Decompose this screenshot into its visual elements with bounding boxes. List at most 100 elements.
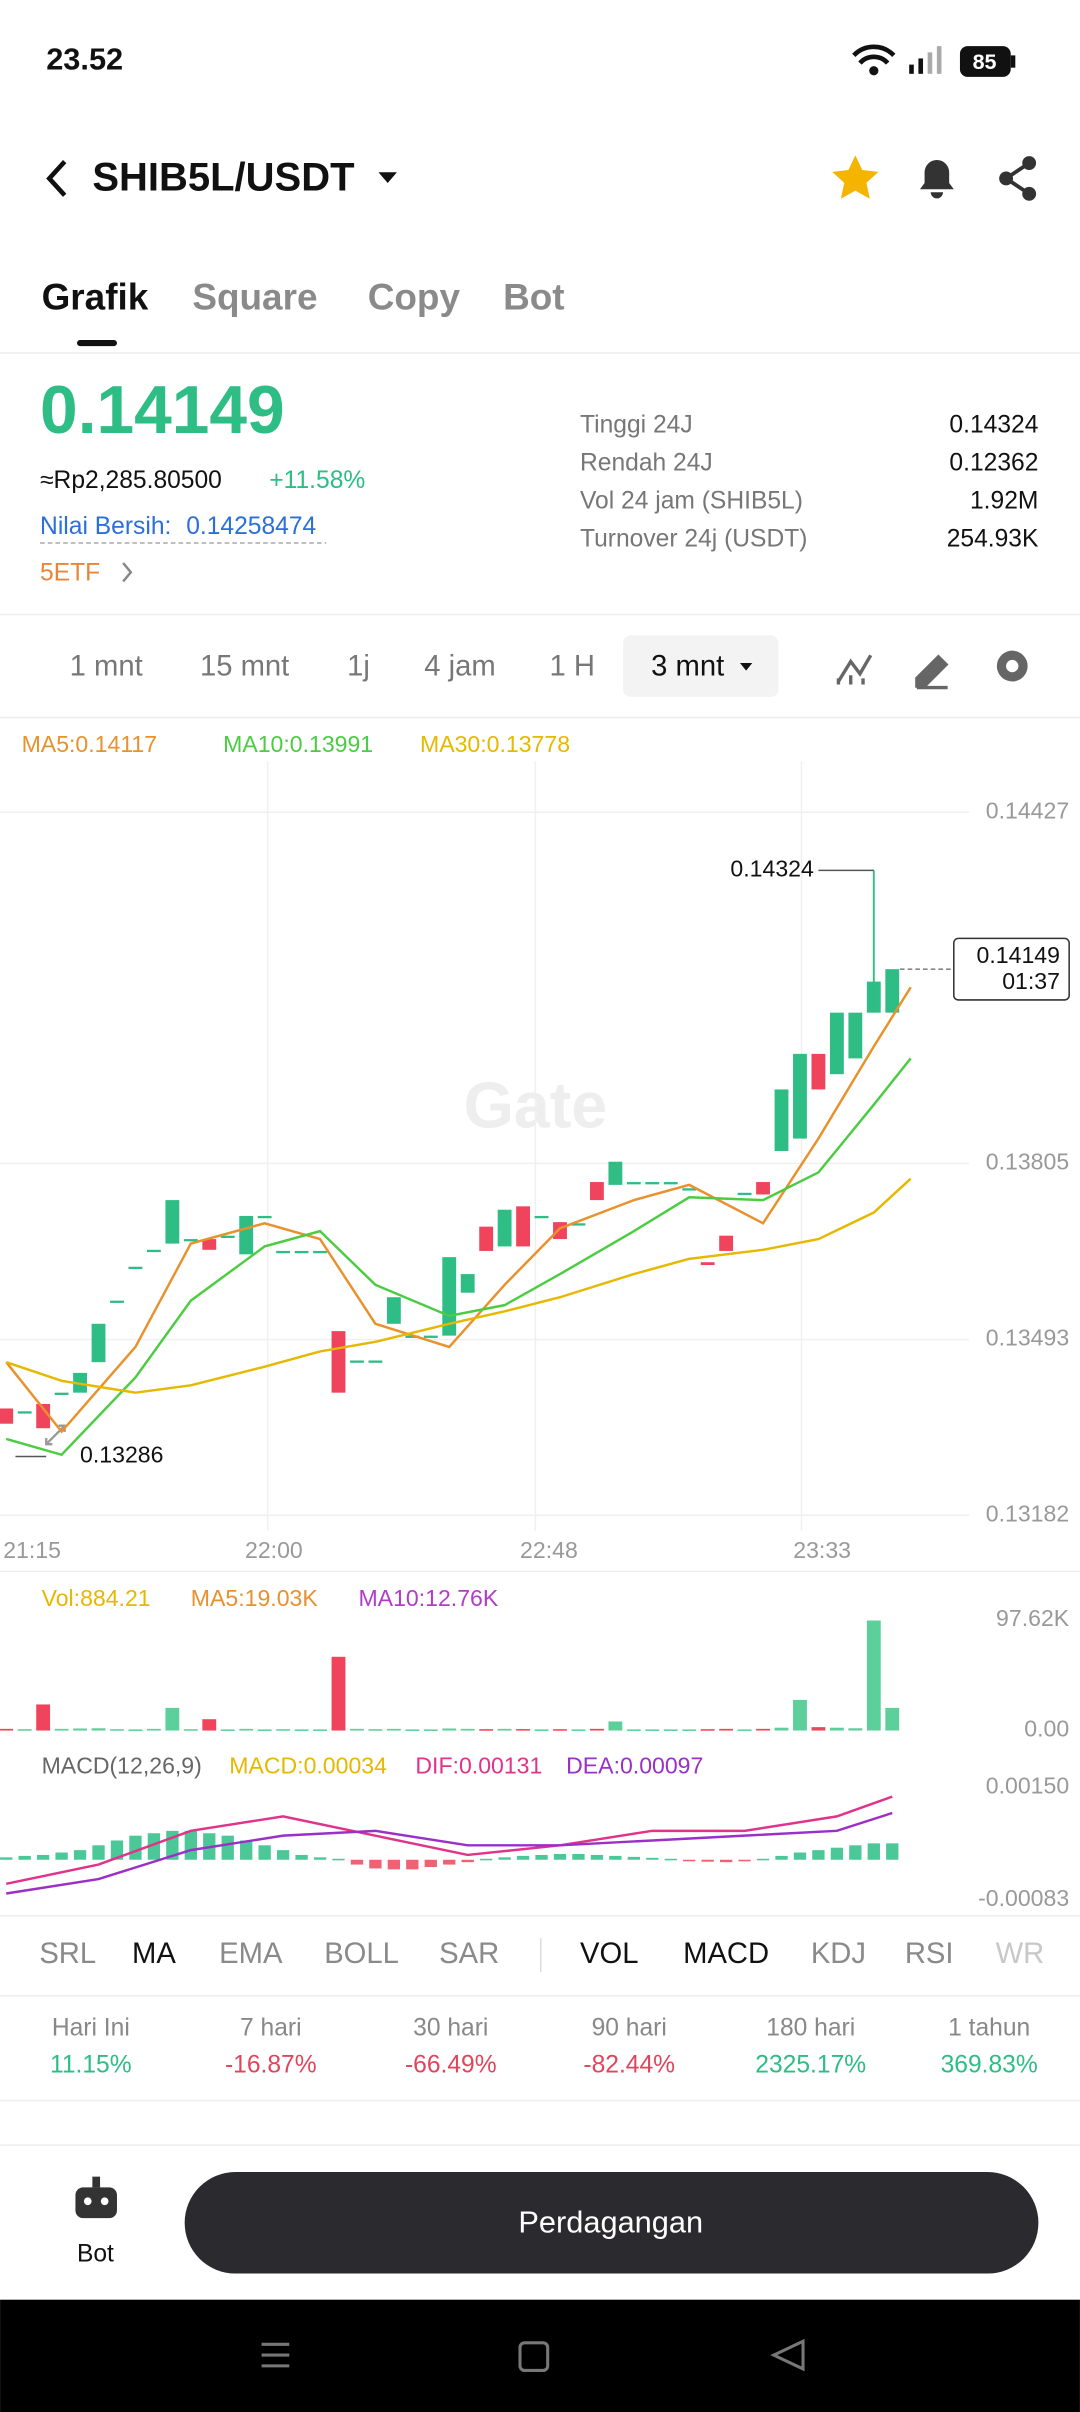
bot-label[interactable]: Bot bbox=[77, 2241, 114, 2268]
draw-icon[interactable] bbox=[915, 654, 949, 690]
settings-icon[interactable] bbox=[996, 650, 1028, 682]
stat-label: Vol 24 jam (SHIB5L) bbox=[580, 488, 803, 515]
nav-home[interactable] bbox=[518, 2341, 550, 2373]
nav-recents[interactable] bbox=[261, 2342, 290, 2368]
nav-back[interactable] bbox=[770, 2338, 805, 2372]
macd-legend: MACD:0.00034 bbox=[229, 1753, 387, 1779]
volume-bar bbox=[91, 1728, 106, 1731]
indicator-tab[interactable]: SAR bbox=[439, 1938, 499, 1970]
favorite-star[interactable] bbox=[832, 155, 879, 199]
volume-bar bbox=[331, 1656, 346, 1731]
interval[interactable]: 4 jam bbox=[424, 650, 495, 682]
volume-bar bbox=[829, 1727, 844, 1731]
interval[interactable]: 3 mnt bbox=[651, 650, 724, 682]
macd-title: MACD(12,26,9) bbox=[42, 1753, 202, 1779]
volume-bar bbox=[553, 1729, 567, 1731]
interval[interactable]: 15 mnt bbox=[200, 650, 289, 682]
indicator-tab[interactable]: VOL bbox=[580, 1938, 638, 1970]
tab[interactable]: Copy bbox=[368, 277, 461, 318]
indicator-tab[interactable]: KDJ bbox=[811, 1938, 866, 1970]
price-change: +11.58% bbox=[269, 467, 365, 494]
indicator-tab[interactable]: BOLL bbox=[324, 1938, 399, 1970]
macd-bar bbox=[664, 1858, 677, 1861]
interval[interactable]: 1 H bbox=[550, 650, 595, 682]
divider bbox=[0, 2099, 1080, 2102]
indicator-tab[interactable]: WR bbox=[996, 1938, 1045, 1970]
price-tag bbox=[953, 937, 1070, 1001]
candle-body bbox=[368, 1360, 383, 1363]
ma-line bbox=[5, 1177, 912, 1394]
macd-tick-label: 0.00150 bbox=[986, 1773, 1069, 1799]
etf-link[interactable]: 5ETF bbox=[40, 559, 100, 586]
candle-body bbox=[571, 1223, 586, 1226]
macd-bar bbox=[793, 1852, 807, 1860]
bot-icon[interactable] bbox=[75, 2176, 117, 2219]
tab[interactable]: Grafik bbox=[42, 277, 149, 318]
trade-label[interactable]: Perdagangan bbox=[518, 2204, 703, 2239]
indicator-tab[interactable]: EMA bbox=[219, 1938, 283, 1970]
macd-bar bbox=[129, 1835, 142, 1860]
volume-bar bbox=[608, 1721, 623, 1731]
trade-button[interactable] bbox=[184, 2172, 1039, 2274]
stat-value: 0.14324 bbox=[949, 412, 1038, 439]
indicator-tab[interactable]: MACD bbox=[683, 1938, 769, 1970]
alert-bell[interactable] bbox=[919, 159, 954, 199]
stat-value: 1.92M bbox=[970, 488, 1038, 515]
macd-bar bbox=[461, 1859, 474, 1863]
candle-body bbox=[645, 1182, 660, 1185]
volume-bar bbox=[700, 1729, 715, 1731]
divider bbox=[0, 613, 1080, 616]
candle-body bbox=[386, 1297, 401, 1324]
volume-bar bbox=[36, 1704, 51, 1731]
volume-bar bbox=[386, 1728, 401, 1731]
nav-bar bbox=[0, 2299, 1080, 2412]
macd-bar bbox=[553, 1853, 567, 1860]
candle-body bbox=[663, 1182, 678, 1185]
interval[interactable]: 1j bbox=[347, 650, 370, 682]
last-price: 0.14149 bbox=[40, 373, 285, 448]
chevron bbox=[122, 562, 133, 583]
macd-bar bbox=[276, 1850, 290, 1860]
volume-ma-label: MA5:19.03K bbox=[191, 1585, 319, 1611]
back-button[interactable] bbox=[46, 159, 67, 197]
volume-bar bbox=[17, 1729, 32, 1731]
indicator-tab[interactable]: MA bbox=[132, 1938, 176, 1970]
tab[interactable]: Square bbox=[192, 277, 317, 318]
chart-type-icon[interactable] bbox=[836, 654, 873, 685]
candle-body bbox=[626, 1182, 641, 1185]
candle-body bbox=[479, 1226, 494, 1251]
macd-bar bbox=[646, 1857, 659, 1860]
share-button[interactable] bbox=[999, 156, 1037, 201]
indicator-tab[interactable]: RSI bbox=[905, 1938, 954, 1970]
pair-title[interactable]: SHIB5L/USDT bbox=[92, 156, 354, 200]
volume-bar bbox=[220, 1729, 235, 1731]
high-label: 0.14324 bbox=[730, 855, 814, 881]
performance-value: -16.87% bbox=[225, 2051, 317, 2078]
tab[interactable]: Bot bbox=[503, 277, 565, 318]
price-tag-countdown: 01:37 bbox=[1002, 968, 1060, 994]
macd-bar bbox=[590, 1854, 604, 1860]
x-tick-label: 23:33 bbox=[793, 1537, 851, 1563]
volume-bar bbox=[848, 1728, 863, 1731]
interval-selected bbox=[623, 635, 779, 697]
macd-bar bbox=[609, 1855, 622, 1860]
candle-body bbox=[220, 1235, 235, 1238]
macd-bar bbox=[627, 1856, 640, 1860]
volume-bar bbox=[294, 1729, 309, 1731]
candle-body bbox=[848, 1012, 863, 1059]
y-tick-label: 0.14427 bbox=[986, 797, 1069, 823]
macd-bar bbox=[313, 1857, 327, 1860]
pair-dropdown[interactable] bbox=[378, 172, 397, 184]
volume-bar bbox=[442, 1728, 457, 1731]
stat-label: Tinggi 24J bbox=[580, 412, 693, 439]
indicator-tab[interactable]: SRL bbox=[39, 1938, 96, 1970]
candle-body bbox=[183, 1239, 198, 1242]
volume-bar bbox=[54, 1728, 69, 1731]
interval[interactable]: 1 mnt bbox=[70, 650, 143, 682]
x-tick-label: 22:48 bbox=[520, 1537, 578, 1563]
interval-dropdown[interactable] bbox=[739, 662, 753, 671]
macd-bar bbox=[350, 1859, 364, 1865]
divider bbox=[0, 1570, 1080, 1573]
price-idr: ≈Rp2,285.80500 bbox=[40, 467, 222, 494]
